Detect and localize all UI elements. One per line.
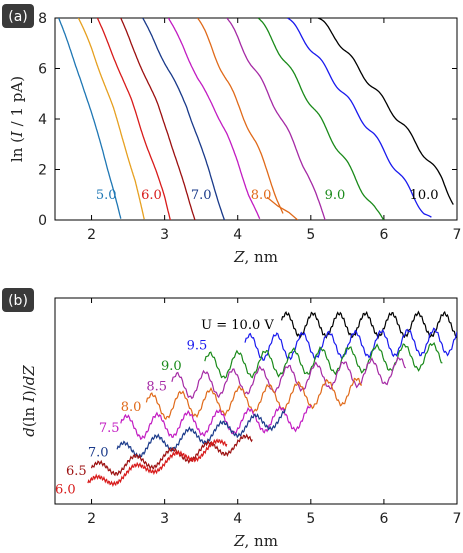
panel-b-tag-text: (b) [8,293,28,309]
panel-b-curve-label: U = 10.0 V [201,318,274,333]
panel-b-x-tick-label: 4 [233,511,242,527]
panel-a-x-tick-label: 6 [379,227,388,243]
panel-a-curves [58,18,454,220]
panel-a-ticks: 2 3 4 5 6 7 0 2 4 6 8 [38,11,461,243]
panel-a-tag-text: (a) [8,9,28,25]
panel-a-x-tick-label: 2 [87,227,96,243]
panel-b-curve-label: 8.5 [146,380,167,395]
panel-b-x-axis-label: Z, nm [233,532,278,550]
panel-a-y-tick-label: 4 [38,112,47,128]
panel-a-x-axis-label: Z, nm [233,248,278,266]
panel-a-y-axis-label: ln (I / 1 pA) [8,76,26,162]
panel-a-series-7.5 [167,18,261,220]
panel-a-curve-label: 7.0 [191,188,212,203]
panel-a-series-tail-8.0 [266,196,299,220]
panel-a-series-9.0 [257,18,385,220]
panel-b-curve-label: 7.0 [88,446,109,461]
panel-a-y-tick-label: 8 [38,11,47,27]
panel-a-series-10.0 [317,18,454,205]
panel-b-y-axis-label: d(ln I)/dZ [20,365,38,437]
panel-b-x-tick-label: 7 [453,511,462,527]
panel-a-y-tick-label: 2 [38,163,47,179]
panel-b-curve-label: 7.5 [99,421,120,436]
panel-a-y-tick-label: 6 [38,62,47,78]
panel-b-series-9.5 [244,327,457,361]
panel-b-frame [54,297,458,505]
panel-a-x-tick-label: 3 [160,227,169,243]
panel-a-curve-labels: 5.0 6.0 7.0 8.0 9.0 10.0 [96,188,439,203]
panel-a-series-5.0 [58,18,122,219]
panel-a-x-tick-label: 5 [306,227,315,243]
panel-a-curve-label: 6.0 [141,188,162,203]
panel-b-ticks: 2 3 4 5 6 7 [87,298,461,527]
panel-b-curve-label: 9.5 [187,338,208,353]
panel-a-series-7.0 [142,18,226,220]
panel-b-tag [2,288,34,312]
panel-a-curve-label: 8.0 [251,188,272,203]
panel-a-series-6.5 [120,18,196,220]
panel-a-tag [2,4,34,28]
panel-a-series-6.0 [96,18,171,220]
panel-a-x-tick-label: 4 [233,227,242,243]
panel-b-curve-labels: U = 10.0 V 9.5 9.0 8.5 8.07.5 7.06.5 6.0 [55,318,274,498]
panel-b-x-tick-label: 5 [306,511,315,527]
panel-a-series-9.5 [287,18,432,218]
panel-b-curves [87,310,457,488]
panel-b-curve-label: 6.0 [55,483,76,498]
panel-b-x-tick-label: 2 [87,511,96,527]
panel-a-curve-label: 9.0 [325,188,346,203]
panel-a: (a) 2 3 4 5 6 7 0 2 4 6 8 5.0 6.0 7.0 8.0 9.0 10.0 Z, n… [2,4,461,266]
panel-a-series-8.0 [196,18,284,214]
panel-b-series-7.0 [116,408,286,460]
panel-b-series-6.5 [90,433,253,477]
panel-b-curve-label: 8.0 [121,400,142,415]
panel-b-series-6.0 [87,438,228,488]
panel-a-x-tick-label: 7 [453,227,462,243]
panel-a-y-tick-label: 0 [38,213,47,229]
panel-b-series-8.0 [145,377,362,421]
panel-a-curve-label: 5.0 [96,188,117,203]
panel-b-curve-label: 9.0 [161,359,182,374]
panel-b-x-tick-label: 6 [379,511,388,527]
panel-b-series-7.5 [120,404,312,441]
panel-b-series-8.5 [171,356,407,400]
panel-b-curve-label: 6.5 [66,464,87,479]
panel-a-series-8.5 [226,18,326,220]
panel-b-series-10.0 [281,310,457,340]
panel-a-curve-label: 10.0 [410,188,439,203]
panel-b-x-tick-label: 3 [160,511,169,527]
panel-b-series-9.0 [204,341,443,379]
panel-a-series-5.5 [77,18,145,220]
